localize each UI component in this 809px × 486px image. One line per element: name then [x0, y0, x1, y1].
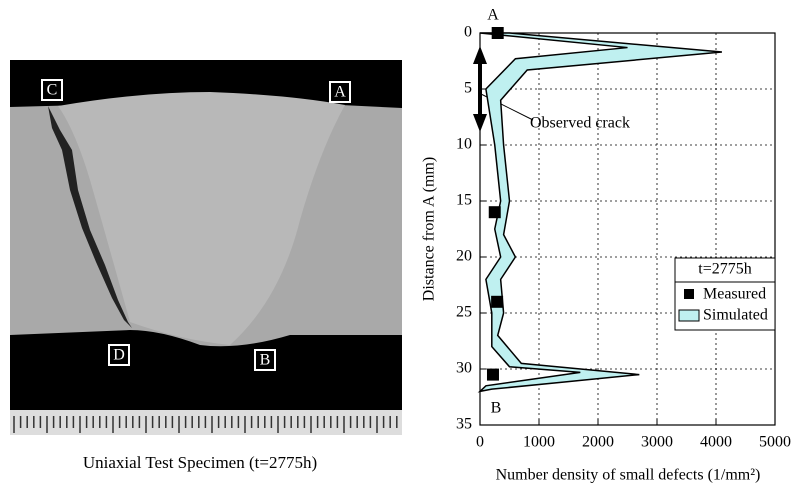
- annotation: Observed crack: [530, 115, 630, 132]
- arrow-head: [473, 114, 487, 132]
- x-tick-label: 3000: [641, 434, 673, 451]
- label-box: [254, 349, 276, 371]
- label-box: [41, 79, 63, 101]
- legend-marker: [678, 309, 700, 322]
- legend-label: Measured: [703, 286, 766, 303]
- y-tick-label: 20: [456, 248, 472, 265]
- legend-label: Simulated: [703, 307, 768, 324]
- annotation: A: [487, 7, 499, 24]
- legend-title: t=2775h: [698, 261, 751, 278]
- label-box: [108, 344, 130, 366]
- measured-point: [488, 206, 501, 219]
- y-tick-label: 5: [464, 80, 472, 97]
- simulated-band: [477, 32, 722, 393]
- measured-point: [491, 295, 504, 308]
- crack: [48, 106, 132, 328]
- measured-point: [486, 368, 499, 381]
- x-tick-label: 4000: [700, 434, 732, 451]
- x-tick-label: 1000: [523, 434, 555, 451]
- measured-point: [491, 27, 504, 39]
- y-tick-label: 0: [464, 24, 472, 41]
- annotation: B: [491, 400, 502, 417]
- x-axis-label: Number density of small defects (1/mm²): [496, 467, 761, 484]
- y-tick-label: 25: [456, 304, 472, 321]
- x-tick-label: 2000: [582, 434, 614, 451]
- x-tick-label: 0: [476, 434, 484, 451]
- micrograph: C A D B Uniaxial Test Specimen (t=2775h): [10, 60, 402, 472]
- ruler-ticks: [13, 416, 398, 433]
- arrow-head: [473, 46, 487, 64]
- point-label: B: [260, 352, 271, 369]
- point-label: D: [113, 347, 125, 364]
- x-tick-label: 5000: [759, 434, 791, 451]
- y-tick-label: 35: [456, 416, 472, 433]
- weld-metal: [58, 92, 345, 345]
- y-tick-label: 30: [456, 360, 472, 377]
- y-axis-label: Distance from A (mm): [421, 157, 438, 301]
- y-tick-label: 10: [456, 136, 472, 153]
- plot-frame: [479, 32, 776, 426]
- caption: Uniaxial Test Specimen (t=2775h): [83, 453, 317, 472]
- point-label: C: [47, 82, 58, 99]
- label-box: [329, 81, 351, 103]
- y-tick-label: 15: [456, 192, 472, 209]
- legend-marker: [684, 289, 694, 299]
- point-label: A: [334, 84, 346, 101]
